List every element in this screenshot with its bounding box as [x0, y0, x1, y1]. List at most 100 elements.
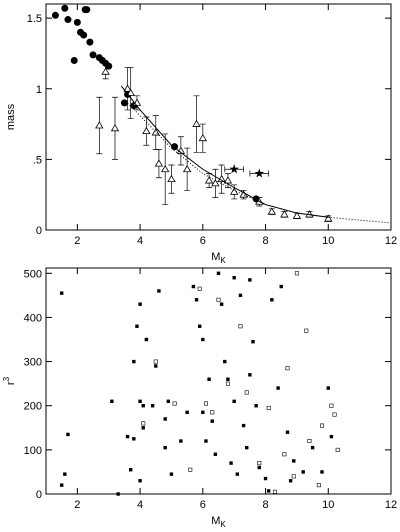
point [197, 286, 202, 291]
y-axis-label-main: r [5, 381, 17, 385]
point [167, 174, 176, 183]
y-tick-label: 0 [36, 489, 42, 501]
point [280, 210, 289, 218]
x-tick-label: 10 [322, 499, 334, 511]
point [266, 405, 271, 410]
point [63, 472, 67, 476]
point [223, 359, 227, 364]
point [257, 465, 261, 470]
point [201, 410, 205, 415]
point [254, 168, 265, 178]
point [59, 291, 64, 295]
point [285, 366, 290, 371]
point [320, 470, 324, 474]
point [226, 377, 230, 381]
x-axis-label: MK [211, 251, 226, 265]
point [316, 483, 321, 488]
point [198, 133, 208, 142]
point [95, 121, 104, 129]
y-tick-label: .5 [33, 154, 42, 166]
point [138, 479, 142, 483]
point [332, 412, 337, 417]
x-tick-label: 12 [385, 499, 397, 511]
point [216, 297, 221, 302]
x-tick-label: 4 [137, 499, 143, 511]
point [229, 164, 239, 174]
point [219, 302, 224, 306]
point [70, 57, 78, 64]
point [241, 423, 246, 428]
x-tick-label: 6 [200, 235, 206, 247]
point [270, 298, 274, 302]
point [201, 337, 205, 342]
point [248, 278, 252, 282]
y-tick-label: 1 [36, 84, 42, 96]
point [245, 445, 249, 450]
point [64, 16, 72, 24]
point [120, 99, 128, 107]
point [61, 4, 69, 12]
point [319, 423, 324, 428]
y-axis-label-sup: 3 [2, 376, 11, 381]
point [329, 403, 334, 408]
x-tick-label: 2 [74, 499, 80, 511]
point [238, 324, 243, 329]
point [123, 84, 132, 92]
point [185, 410, 189, 415]
y-tick-label: 0 [36, 225, 42, 237]
y-tick-label: 200 [24, 401, 42, 413]
point [291, 474, 296, 479]
point [154, 159, 164, 167]
point [166, 399, 171, 404]
point [110, 399, 114, 404]
point [128, 468, 133, 472]
point [211, 179, 220, 187]
point [232, 399, 236, 404]
point [153, 359, 158, 364]
point [150, 404, 155, 408]
x-tick-label: 2 [74, 235, 80, 247]
y-axis-label-main: mass [5, 103, 17, 130]
point [210, 410, 215, 415]
point [141, 426, 145, 430]
point [272, 489, 277, 494]
point [304, 328, 309, 333]
x-tick-label: 8 [262, 235, 268, 247]
point [279, 284, 283, 289]
point [163, 445, 167, 450]
point [194, 298, 199, 302]
point [225, 381, 230, 386]
point [301, 470, 305, 474]
x-axis-label-main: M [211, 251, 220, 263]
point [307, 439, 312, 444]
point [163, 417, 167, 421]
point [116, 492, 120, 496]
point [141, 421, 146, 426]
y-tick-label: 300 [24, 357, 42, 369]
point [179, 439, 183, 443]
y-tick-label: 500 [24, 268, 42, 280]
point [326, 386, 330, 390]
point [229, 461, 233, 465]
point [203, 401, 208, 406]
x-tick-label: 8 [262, 499, 268, 511]
point [285, 430, 290, 434]
point [110, 124, 120, 132]
point [66, 432, 70, 437]
point [51, 11, 59, 19]
point [132, 437, 136, 441]
point [80, 31, 88, 39]
point [266, 489, 271, 493]
point [324, 214, 333, 222]
point [310, 445, 315, 450]
point [83, 6, 91, 14]
point [144, 337, 149, 342]
point [105, 62, 113, 70]
x-tick-label: 12 [385, 235, 397, 247]
point [86, 38, 94, 46]
point [126, 88, 135, 96]
point [132, 359, 136, 364]
point [263, 476, 268, 481]
point [254, 404, 258, 408]
